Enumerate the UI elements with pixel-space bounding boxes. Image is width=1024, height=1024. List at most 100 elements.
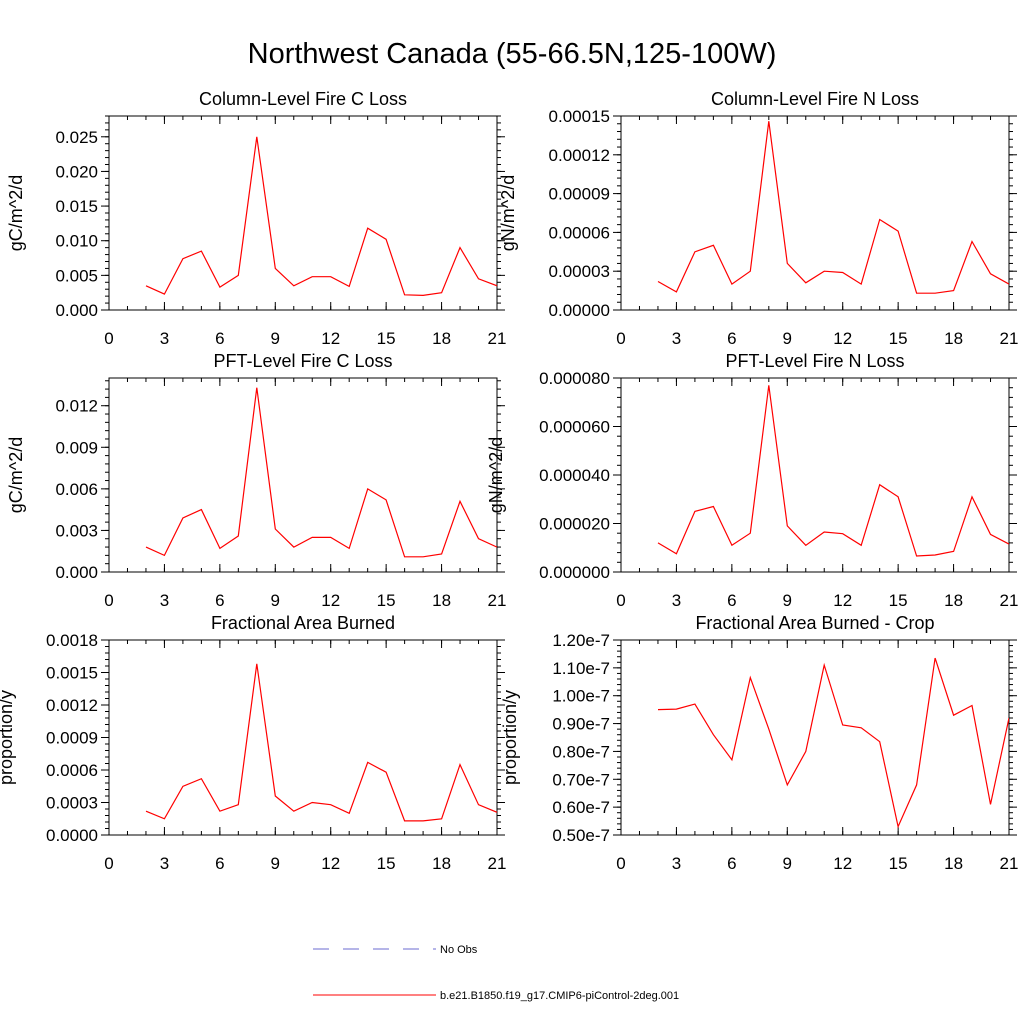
y-tick-label: 0.60e-7 [552, 798, 610, 817]
y-tick-label: 0.010 [55, 232, 98, 251]
chart-panel-4: 0 3 6 9 12 15 18 21 0.000000 0.000020 0.000040 0.00… [486, 351, 1018, 610]
x-tick-label: 0 [104, 329, 113, 348]
y-tick-label: 0.0006 [46, 761, 98, 780]
x-tick-label: 21 [488, 591, 507, 610]
y-tick-label: 0.0009 [46, 729, 98, 748]
x-tick-label: 9 [783, 854, 792, 873]
y-tick-label: 0.0000 [46, 826, 98, 845]
x-tick-label: 18 [432, 329, 451, 348]
x-tick-label: 12 [321, 591, 340, 610]
chart-title: PFT-Level Fire N Loss [725, 351, 904, 371]
chart-panel-3: 0 3 6 9 12 15 18 21 0.000 0.003 0.006 0.009 0.012 PFT… [6, 351, 506, 610]
page-title: Northwest Canada (55-66.5N,125-100W) [247, 38, 777, 70]
plot-frame [108, 377, 498, 573]
chart-title: Fractional Area Burned - Crop [695, 613, 934, 633]
y-tick-label: 0.00012 [549, 146, 610, 165]
y-tick-label: 1.00e-7 [552, 687, 610, 706]
chart-panel-6: 0 3 6 9 12 15 18 21 0.50e-7 0.60e-7 0.70e-7 0.80e-7… [500, 613, 1018, 873]
x-tick-label: 3 [160, 329, 169, 348]
chart-panel-1: 0 3 6 9 12 15 18 21 0.000 0.005 0.010 0.015 0.020 0.0… [6, 89, 506, 348]
y-tick-label: 0.012 [55, 397, 98, 416]
x-tick-label: 21 [488, 329, 507, 348]
x-tick-label: 9 [271, 329, 280, 348]
y-tick-label: 0.000 [55, 563, 98, 582]
plot-frame [620, 377, 1010, 573]
x-tick-label: 21 [1000, 329, 1019, 348]
y-tick-label: 0.005 [55, 266, 98, 285]
legend-label: No Obs [440, 944, 478, 956]
x-tick-label: 3 [672, 329, 681, 348]
x-tick-label: 3 [672, 854, 681, 873]
chart-title: PFT-Level Fire C Loss [213, 351, 392, 371]
y-tick-label: 0.00006 [549, 223, 610, 242]
x-tick-label: 0 [104, 854, 113, 873]
y-tick-label: 0.009 [55, 438, 98, 457]
x-tick-label: 15 [889, 854, 908, 873]
y-tick-label: 0.0012 [46, 696, 98, 715]
x-tick-label: 15 [377, 854, 396, 873]
y-tick-label: 0.00003 [549, 262, 610, 281]
y-axis-label: proportion/y [500, 690, 520, 785]
legend: No Obs b.e21.B1850.f19_g17.CMIP6-piContro… [313, 944, 679, 1002]
y-tick-label: 0.000 [55, 301, 98, 320]
y-tick-label: 1.10e-7 [552, 659, 610, 678]
x-tick-label: 6 [215, 591, 224, 610]
y-axis-label: gN/m^2/d [498, 175, 518, 251]
x-tick-label: 21 [488, 854, 507, 873]
series-line-1 [657, 121, 1009, 294]
y-tick-label: 0.0015 [46, 664, 98, 683]
x-tick-label: 18 [432, 854, 451, 873]
x-tick-label: 12 [833, 329, 852, 348]
x-tick-label: 18 [432, 591, 451, 610]
chart-title: Column-Level Fire N Loss [711, 89, 919, 109]
y-tick-label: 0.006 [55, 480, 98, 499]
x-tick-label: 6 [727, 329, 736, 348]
x-tick-label: 9 [271, 854, 280, 873]
x-tick-label: 0 [104, 591, 113, 610]
x-tick-label: 0 [616, 854, 625, 873]
x-tick-label: 15 [889, 329, 908, 348]
x-tick-label: 15 [377, 329, 396, 348]
y-axis-label: gN/m^2/d [486, 437, 506, 513]
series-line-1 [145, 387, 497, 558]
y-axis-label: proportion/y [0, 690, 16, 785]
y-tick-label: 0.90e-7 [552, 715, 610, 734]
y-tick-label: 0.000020 [539, 515, 610, 534]
x-tick-label: 6 [727, 591, 736, 610]
x-tick-label: 18 [944, 591, 963, 610]
x-tick-label: 6 [727, 854, 736, 873]
x-tick-label: 9 [271, 591, 280, 610]
x-tick-label: 15 [377, 591, 396, 610]
x-tick-label: 12 [321, 329, 340, 348]
x-tick-label: 3 [672, 591, 681, 610]
y-tick-label: 0.000040 [539, 466, 610, 485]
y-tick-label: 0.80e-7 [552, 742, 610, 761]
x-tick-label: 18 [944, 329, 963, 348]
legend-label: b.e21.B1850.f19_g17.CMIP6-piControl-2deg… [440, 990, 679, 1002]
series-line-1 [657, 385, 1009, 557]
plot-frame [108, 639, 498, 836]
chart-panel-2: 0 3 6 9 12 15 18 21 0.00000 0.00003 0.00006 0.00009… [498, 89, 1018, 348]
y-tick-label: 0.020 [55, 162, 98, 181]
y-tick-label: 0.0003 [46, 794, 98, 813]
y-tick-label: 0.00015 [549, 107, 610, 126]
y-tick-label: 0.50e-7 [552, 826, 610, 845]
x-tick-label: 9 [783, 329, 792, 348]
y-tick-label: 0.003 [55, 521, 98, 540]
y-tick-label: 0.015 [55, 197, 98, 216]
y-tick-label: 0.000060 [539, 418, 610, 437]
x-tick-label: 18 [944, 854, 963, 873]
plot-frame [620, 639, 1010, 836]
x-tick-label: 6 [215, 329, 224, 348]
series-line-1 [657, 657, 1009, 829]
y-tick-label: 0.0018 [46, 631, 98, 650]
x-tick-label: 6 [215, 854, 224, 873]
x-tick-label: 12 [321, 854, 340, 873]
y-tick-label: 0.00009 [549, 185, 610, 204]
y-tick-label: 1.20e-7 [552, 631, 610, 650]
x-tick-label: 9 [783, 591, 792, 610]
x-tick-label: 3 [160, 854, 169, 873]
y-tick-label: 0.025 [55, 128, 98, 147]
